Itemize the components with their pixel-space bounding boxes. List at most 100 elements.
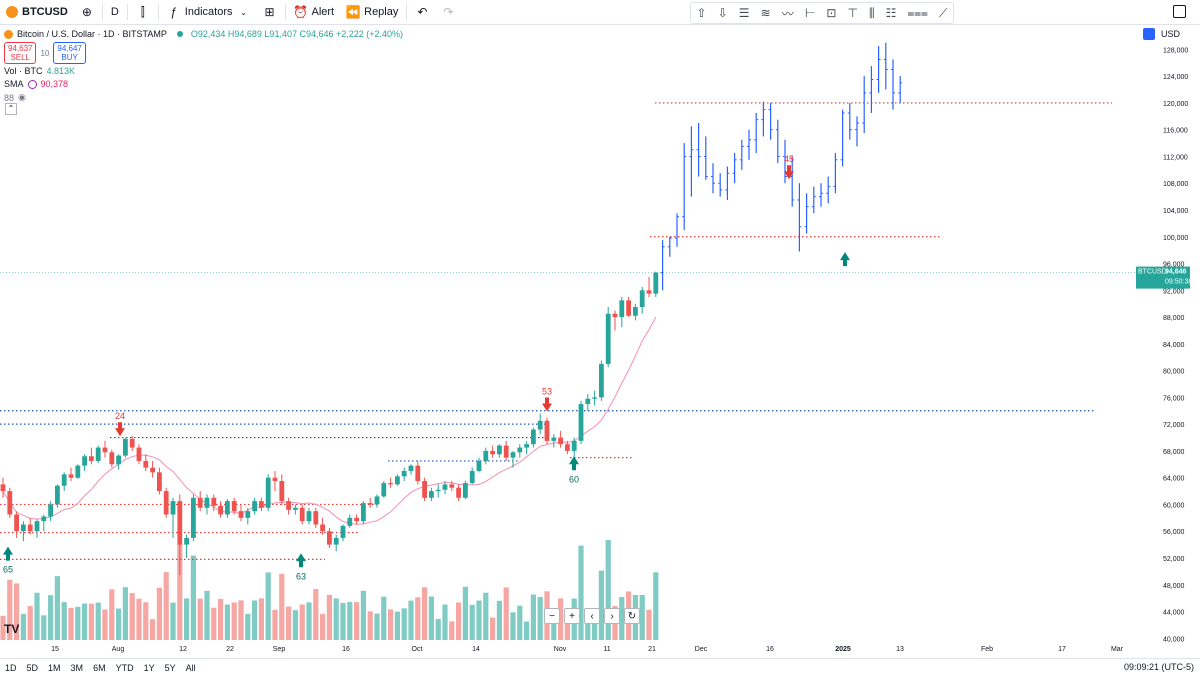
redo-button[interactable]: ↷ (435, 0, 461, 24)
layouts-button[interactable]: ⊞ (257, 0, 283, 24)
spread-value: 10 (40, 48, 50, 58)
symbol-search[interactable]: BTCUSD (0, 0, 74, 24)
pattern-icon[interactable]: 〰 (781, 6, 794, 21)
volume-bars (0, 540, 659, 640)
volume-bar (483, 592, 489, 640)
volume-bar (428, 596, 434, 640)
market-open-icon (176, 31, 183, 37)
volume-bar (646, 609, 652, 640)
candle-body (429, 491, 434, 498)
price-tick-label: 96,000 (1163, 262, 1185, 269)
range-5d[interactable]: 5D (26, 663, 39, 673)
candle-body (306, 511, 312, 522)
trendline-icon[interactable]: ⟋ (939, 5, 948, 20)
range-1m[interactable]: 1M (48, 663, 61, 673)
volume-bar (177, 544, 183, 640)
volume-bar (394, 611, 400, 640)
volume-bar (456, 602, 462, 640)
anchor-icon[interactable]: ⊤ (847, 6, 858, 20)
chart-legend: Bitcoin / U.S. Dollar · 1D · BITSTAMP O9… (4, 28, 403, 40)
candle-body (578, 404, 584, 441)
settings-icon[interactable] (27, 79, 37, 89)
sell-button[interactable]: 94,637 SELL (4, 42, 37, 64)
range-1d[interactable]: 1D (5, 663, 17, 673)
alert-button[interactable]: ⏰ Alert (288, 0, 341, 24)
price-tick-label: 104,000 (1163, 208, 1188, 215)
collapse-legend-button[interactable]: ⌃ (5, 103, 17, 115)
range-3m[interactable]: 3M (70, 663, 84, 673)
candle-body (646, 290, 652, 294)
candle-body (136, 447, 142, 461)
scroll-right-button[interactable]: › (604, 608, 620, 624)
volume-bar (367, 611, 373, 640)
arrow-down-icon[interactable]: ⇩ (717, 6, 728, 20)
undo-button[interactable]: ↶ (409, 0, 435, 24)
eye-icon[interactable]: ◉ (18, 92, 26, 102)
price-tick-label: 108,000 (1163, 181, 1188, 188)
redo-icon: ↷ (443, 5, 454, 19)
candle-body (313, 511, 319, 525)
lines-icon[interactable]: ⩶ (907, 5, 928, 20)
fib-icon[interactable]: ☰ (738, 6, 750, 20)
range-6m[interactable]: 6M (93, 663, 106, 673)
reset-button[interactable]: ↻ (624, 608, 640, 624)
volume-bar (143, 602, 149, 640)
candle-body (177, 501, 183, 545)
maximize-button[interactable] (1173, 5, 1186, 18)
time-tick-label: 16 (766, 646, 774, 653)
time-tick-label: Mar (1111, 646, 1124, 653)
range-icon[interactable]: ⊢ (804, 6, 816, 20)
candle-body (327, 531, 332, 545)
volume-label: Vol · BTC (4, 66, 43, 76)
volume-bar (136, 598, 142, 640)
symbol-label: BTCUSD (22, 6, 68, 18)
candle-body (612, 313, 618, 318)
volume-bar (435, 619, 441, 640)
time-tick-label: 11 (603, 646, 610, 653)
volume-bar (578, 545, 584, 640)
volume-bar (224, 604, 230, 640)
channel-icon[interactable]: ≋ (760, 6, 771, 20)
candle-body (456, 487, 461, 498)
buy-button[interactable]: 94,647 BUY (53, 42, 86, 64)
volume-bar (388, 609, 394, 640)
range-all[interactable]: All (185, 663, 196, 673)
bars-icon[interactable]: ⫼ (868, 5, 875, 20)
candle-body (592, 397, 597, 399)
range-1y[interactable]: 1Y (143, 663, 155, 673)
candle-body (55, 485, 60, 505)
time-tick-label: Dec (695, 646, 708, 653)
buy-arrow-icon (3, 546, 13, 561)
candle-body (265, 477, 271, 508)
range-ytd[interactable]: YTD (115, 663, 134, 673)
candle-body (286, 501, 291, 510)
time-tick-label: 13 (896, 646, 904, 653)
chart-type-button[interactable]: ⫿ (130, 0, 156, 24)
compare-button[interactable]: ⊕ (74, 0, 100, 24)
volume-bar (639, 595, 645, 640)
price-tick-label: 124,000 (1163, 74, 1188, 81)
zoom-in-button[interactable]: + (564, 608, 580, 624)
candle-body (41, 516, 47, 522)
price-tick-label: 92,000 (1163, 288, 1185, 295)
clock[interactable]: 09:09:21 (UTC-5) (1123, 662, 1194, 672)
candle-body (68, 474, 74, 478)
volume-bar (252, 600, 258, 640)
zoom-out-button[interactable]: − (544, 608, 560, 624)
divider (126, 4, 128, 20)
candle-body (490, 450, 495, 455)
volume-bar (381, 596, 387, 640)
currency-selector[interactable]: USD (1142, 28, 1180, 40)
arrow-up-icon[interactable]: ⇧ (696, 6, 707, 20)
volume-bar (462, 586, 468, 640)
candle-body (102, 447, 108, 453)
replay-button[interactable]: ⏪ Replay (340, 0, 404, 24)
interval-button[interactable]: D (105, 0, 125, 24)
box-icon[interactable]: ⊡ (826, 6, 837, 20)
sliders-icon[interactable]: ☷ (885, 6, 897, 20)
scroll-left-button[interactable]: ‹ (584, 608, 600, 624)
range-5y[interactable]: 5Y (164, 663, 176, 673)
volume-bar (517, 605, 523, 640)
indicators-button[interactable]: ƒ Indicators ⌄ (161, 0, 257, 24)
